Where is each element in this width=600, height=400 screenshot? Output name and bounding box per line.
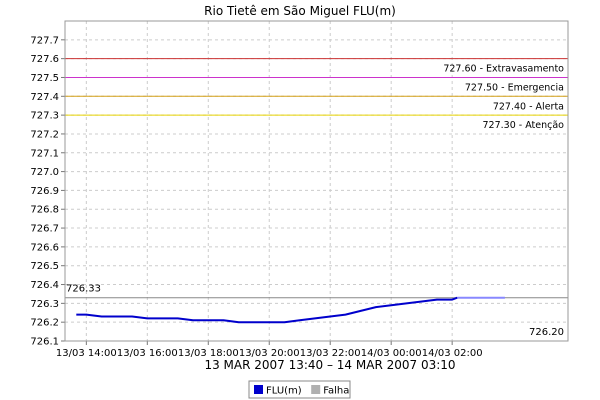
y-tick-label: 727.3 [30,111,59,122]
y-tick-label: 726.1 [30,337,59,348]
x-tick-label: 14/03 02:00 [422,348,483,359]
y-tick-label: 727.6 [30,54,59,65]
legend-box [248,380,351,399]
y-tick-label: 726.9 [30,186,59,197]
y-tick-label: 727.1 [30,148,59,159]
y-tick-label: 726.7 [30,224,59,235]
y-tick-label: 726.2 [30,318,59,329]
chart-title: Rio Tietê em São Miguel FLU(m) [204,4,396,18]
plot-border [64,20,569,342]
y-tick-label: 726.5 [30,261,59,272]
threshold-label: 727.50 - Emergencia [465,82,564,93]
y-tick-label: 726.3 [30,299,59,310]
threshold-label: 727.60 - Extravasamento [443,64,564,75]
legend-swatch [254,385,263,394]
y-tick-label: 727.7 [30,35,59,46]
legend-label: Falha [323,386,349,397]
x-tick-label: 13/03 20:00 [239,348,300,359]
x-tick-label: 13/03 16:00 [117,348,178,359]
y-tick-label: 727.4 [30,92,59,103]
x-tick-label: 13/03 14:00 [56,348,117,359]
min-annotation: 726.20 [529,327,564,338]
legend-label: FLU(m) [266,386,302,397]
threshold-label: 727.40 - Alerta [493,101,564,112]
x-tick-label: 14/03 00:00 [361,348,422,359]
plot-area: 726.1 726.2 726.3 726.4 726.5 726.6 726.7 726.8… [30,20,569,359]
legend-swatch [311,385,321,394]
chart-subtitle: 13 MAR 2007 13:40 – 14 MAR 2007 03:10 [204,358,455,372]
y-tick-label: 726.4 [30,280,59,291]
y-tick-label: 726.8 [30,205,59,216]
y-tick-label: 726.6 [30,242,59,253]
legend: FLU(m) Falha [248,380,351,399]
threshold-label: 727.30 - Atenção [483,120,565,131]
y-tick-label: 727.5 [30,73,59,84]
y-tick-label: 727.0 [30,167,59,178]
series-line-flu-m- [76,296,458,324]
max-annotation: 726.33 [66,284,101,295]
x-tick-label: 13/03 18:00 [178,348,239,359]
plot-background [65,21,568,341]
y-tick-label: 727.2 [30,129,59,140]
x-tick-label: 13/03 22:00 [300,348,361,359]
